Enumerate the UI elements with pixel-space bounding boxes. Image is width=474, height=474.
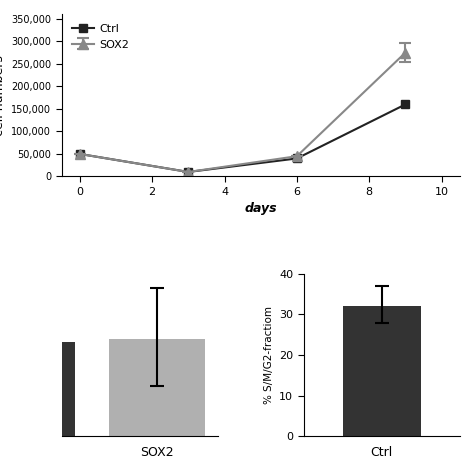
Bar: [343, 306, 421, 436]
Legend: Ctrl, SOX2: Ctrl, SOX2: [67, 20, 134, 54]
Ctrl: [77, 151, 82, 157]
Bar: [109, 339, 205, 436]
Bar: [0, 342, 74, 436]
Y-axis label: % S/M/G2-fractiom: % S/M/G2-fractiom: [264, 306, 273, 404]
X-axis label: days: days: [245, 202, 277, 216]
Y-axis label: cell numbers: cell numbers: [0, 55, 6, 136]
Ctrl: [294, 155, 300, 161]
Line: Ctrl: Ctrl: [75, 100, 410, 176]
Ctrl: [185, 169, 191, 175]
Ctrl: [402, 101, 408, 107]
